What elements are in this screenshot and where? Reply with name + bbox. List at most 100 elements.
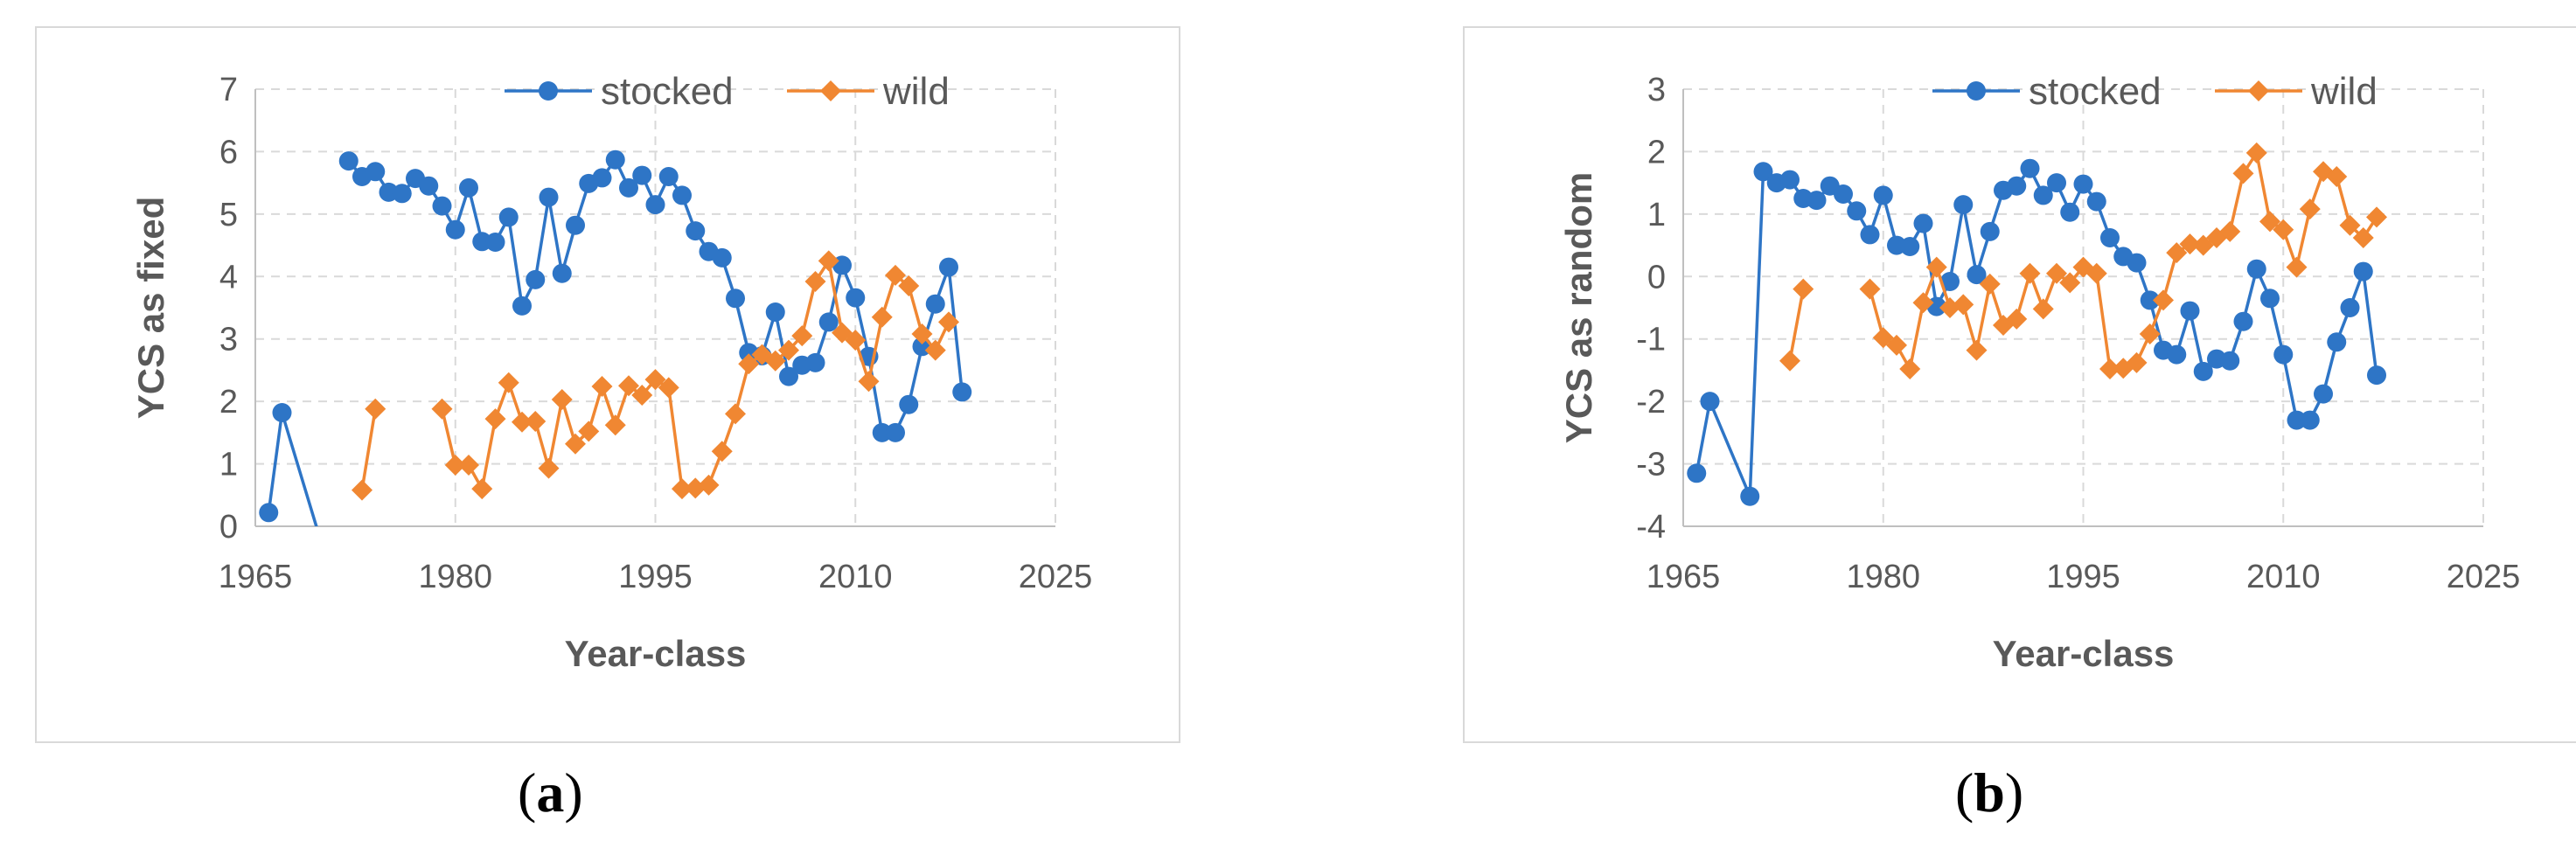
data-point-wild [2019,262,2041,284]
data-point-stocked [805,352,825,372]
series-line-wild [1788,288,1805,362]
data-point-stocked [1753,162,1773,182]
data-point-wild [672,478,693,500]
data-point-stocked [712,247,732,268]
data-point-stocked [432,196,452,216]
legend-label-wild: wild [882,70,950,113]
data-point-stocked [818,312,839,332]
data-point-stocked [2020,158,2040,178]
plot-area [259,149,972,526]
y-tick-label: 6 [219,134,238,170]
data-point-wild [804,271,826,292]
data-point-wild [938,311,959,333]
data-point-wild [2326,166,2348,187]
data-point-wild [2179,233,2201,255]
legend-marker-wild [820,80,841,101]
data-point-wild [2032,298,2054,320]
data-point-wild [2139,323,2161,344]
data-point-stocked [846,288,866,308]
data-point-wild [444,455,466,476]
data-point-stocked [658,167,679,186]
data-point-stocked [1780,170,1800,190]
data-point-wild [2192,234,2214,256]
y-tick-label: -3 [1636,447,1666,483]
legend-marker-wild [2248,80,2269,101]
data-point-wild [858,371,880,393]
data-point-stocked [512,295,532,316]
data-point-wild [565,433,586,455]
data-point-stocked [726,288,745,309]
data-point-wild [764,350,786,372]
x-axis-title: Year-class [565,633,747,674]
x-tick-label: 2010 [818,559,893,595]
data-point-wild [525,411,547,432]
data-point-stocked [2233,311,2253,331]
data-point-stocked [1900,237,1920,256]
data-point-stocked [2047,173,2066,193]
data-point-stocked [2314,384,2333,404]
data-point-stocked [1687,463,1707,483]
data-point-stocked [2193,361,2213,381]
y-tick-label: 5 [219,197,238,233]
data-point-wild [1912,292,1934,314]
data-point-stocked [2340,298,2360,317]
chart-svg-b: -4 -3 -2 -1 0 1 2 3 1965 1980 1995 2010 2025 Year-cla… [1558,70,2520,674]
plot-area [1687,142,2387,506]
data-point-stocked [526,269,546,289]
data-point-stocked [459,177,478,198]
data-point-stocked [2260,288,2280,309]
y-axis-title: YCS as fixed [130,197,171,419]
data-point-stocked [1807,191,1827,211]
data-point-wild [1979,273,2001,295]
data-point-stocked [672,185,692,205]
y-tick-label: -4 [1636,509,1666,546]
data-point-stocked [1834,184,1853,204]
data-point-stocked [272,403,292,422]
data-point-wild [498,372,519,393]
data-point-wild [578,421,600,442]
y-tick-label: 1 [1647,197,1666,233]
data-point-wild [551,389,573,410]
data-point-stocked [686,221,706,241]
data-point-wild [725,403,746,425]
data-point-wild [2299,198,2321,220]
data-point-wild [365,398,386,420]
data-point-wild [711,441,733,462]
data-point-stocked [552,263,572,283]
caption-a: (a) [518,761,583,824]
data-point-stocked [2327,332,2347,352]
data-point-wild [1886,334,1907,356]
data-point-stocked [605,149,625,170]
y-tick-label: 0 [1647,259,1666,295]
data-point-stocked [952,382,972,402]
data-point-stocked [1847,201,1867,221]
legend-marker-stocked [539,81,558,101]
data-point-wild [2366,206,2387,228]
data-point-wild [698,474,720,496]
legend-label-wild: wild [2310,70,2378,113]
data-point-wild [458,455,479,476]
data-point-stocked [939,257,958,277]
data-point-wild [431,398,453,420]
y-axis-title: YCS as random [1558,172,1599,443]
data-point-wild [898,275,920,296]
legend: stocked wild [505,70,950,113]
data-point-stocked [2180,301,2200,321]
chart-panel-a: 0 1 2 3 4 5 6 7 1965 1980 1995 2010 2025 Year-class YC… [35,26,1180,743]
data-point-stocked [2220,351,2240,371]
x-tick-label: 1965 [219,559,293,595]
data-point-wild [591,376,613,397]
data-point-stocked [899,394,919,414]
data-point-stocked [765,302,785,322]
x-tick-label: 1995 [618,559,693,595]
data-point-stocked [2073,174,2093,194]
chart-panel-b: -4 -3 -2 -1 0 1 2 3 1965 1980 1995 2010 2025 Year-cla… [1463,26,2576,743]
data-point-stocked [2127,253,2147,273]
data-point-stocked [445,219,465,240]
data-point-wild [845,330,867,351]
legend-label-stocked: stocked [2029,70,2162,113]
data-point-wild [1899,358,1921,379]
data-point-wild [2219,220,2241,242]
data-point-stocked [2300,410,2320,430]
y-tick-label: -2 [1636,384,1666,421]
